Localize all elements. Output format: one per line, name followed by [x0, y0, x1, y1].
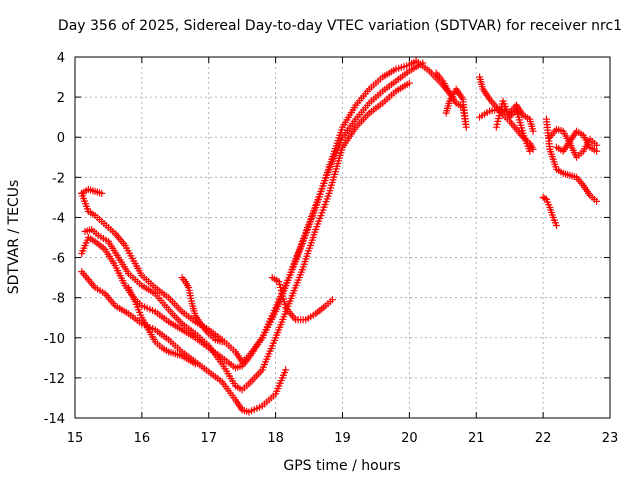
series-track-9: [432, 69, 470, 131]
data-point-marker: [529, 127, 537, 135]
x-axis-label: GPS time / hours: [283, 458, 400, 474]
series-track-14: [546, 125, 601, 161]
y-tick-label: -2: [52, 171, 65, 186]
chart-title: Day 356 of 2025, Sidereal Day-to-day VTE…: [58, 18, 622, 34]
x-tick-label: 16: [134, 431, 151, 446]
series-track-6: [78, 185, 106, 197]
x-tick-label: 17: [200, 431, 217, 446]
data-point-marker: [593, 197, 601, 205]
data-point-marker: [98, 189, 106, 197]
series-track-13: [542, 115, 601, 205]
y-tick-label: -14: [44, 412, 65, 427]
data-point-marker: [553, 221, 560, 229]
data-point-marker: [541, 194, 549, 202]
x-tick-label: 20: [401, 431, 418, 446]
data-point-marker: [593, 147, 601, 155]
y-tick-label: 2: [57, 91, 65, 106]
data-point-marker: [282, 366, 290, 374]
x-tick-label: 21: [468, 431, 485, 446]
data-point-marker: [419, 59, 427, 67]
data-point-marker: [328, 296, 336, 304]
x-tick-label: 23: [602, 431, 619, 446]
y-axis-ticks: -14 -12 -10 -8 -6 -4 -2 0 2 4: [44, 51, 610, 427]
series-track-5: [125, 284, 199, 368]
x-tick-label: 15: [67, 431, 84, 446]
series-track-15: [553, 127, 601, 155]
y-tick-label: -12: [44, 372, 65, 387]
grid: [75, 57, 610, 418]
series-track-8: [178, 274, 226, 346]
x-tick-label: 19: [334, 431, 351, 446]
x-tick-label: 18: [267, 431, 284, 446]
y-tick-label: -8: [52, 292, 65, 307]
data-point-marker: [405, 79, 413, 87]
series-track-16: [539, 193, 560, 229]
data-point-marker: [593, 141, 601, 149]
y-tick-label: -10: [44, 332, 65, 347]
data-point-marker: [191, 360, 199, 368]
y-axis-label: SDTVAR / TECUs: [6, 180, 22, 295]
y-tick-label: 0: [57, 131, 65, 146]
y-tick-label: 4: [57, 51, 65, 66]
series-track-3: [78, 59, 427, 366]
series-track-2: [81, 79, 413, 394]
data-point-marker: [526, 147, 534, 155]
y-tick-label: -6: [52, 252, 65, 267]
plot-frame: [74, 56, 611, 419]
series-track-4: [78, 268, 290, 416]
data-point-marker: [442, 109, 450, 117]
y-tick-label: -4: [52, 211, 65, 226]
series-track-12: [492, 97, 534, 155]
series-track-7: [268, 274, 336, 324]
data-point-marker: [218, 338, 226, 346]
x-axis-ticks: 15 16 17 18 19 20 21 22 23: [67, 57, 619, 446]
x-tick-label: 22: [535, 431, 552, 446]
data-points: [78, 57, 601, 416]
